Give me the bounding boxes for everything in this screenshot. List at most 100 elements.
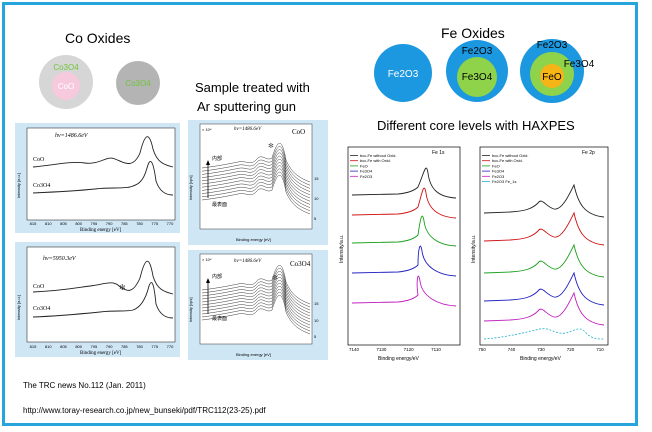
haxpes-spectrum [351, 187, 457, 219]
feo-core-3 [540, 64, 564, 88]
legend-label: FeO [492, 163, 500, 168]
series-label-co3o4: Co3O4 [33, 306, 50, 312]
haxpes-title: Different core levels with HAXPES [377, 118, 575, 133]
satellite-marker: ✻ [268, 142, 274, 150]
co-oxide-particles: Co3O4 CoO Co3O4 [39, 55, 160, 109]
series-label-co3o4: Co3O4 [33, 183, 50, 189]
scale-label: × 10⁴ [202, 127, 212, 132]
energy-label: hν=1486.6eV [55, 132, 89, 139]
legend-label: bcc-Fe with Oxid. [360, 158, 391, 163]
x-axis-label: Binding energy [eV] [236, 237, 271, 242]
depth-spectrum [201, 155, 311, 196]
depth-spectrum [201, 289, 311, 329]
depth-spectrum [201, 168, 311, 208]
legend-label: Fe3O4 [360, 169, 373, 174]
legend-label: Fe3O4 [492, 169, 505, 174]
x-tick-label: 7120 [404, 347, 415, 352]
y-axis-label: Intensity [cps] [188, 298, 193, 322]
haxpes-spectrum [483, 271, 605, 306]
fe3o4-label-3: Fe3O4 [564, 59, 595, 70]
x-tick-label: 790 [106, 344, 113, 349]
coo-core-label: CoO [58, 82, 74, 91]
fe2o3-label-1: Fe2O3 [388, 69, 419, 80]
x-tick-label: 730 [537, 347, 545, 352]
core-level-label: Fe 2p [582, 150, 595, 156]
energy-label: hν=1486.6eV [234, 259, 262, 264]
x-tick-label: 740 [508, 347, 516, 352]
depth-spectrum [201, 295, 311, 335]
x-tick-label: 780 [136, 344, 143, 349]
x-tick-label: 790 [106, 221, 113, 226]
x-axis-label: Binding energy [eV] [80, 228, 122, 233]
fe-2p-haxpes-plot: Fe 2p bcc-Fe without Oxid.bcc-Fe with Ox… [471, 146, 609, 362]
y-axis-label: Intensity [cps] [188, 176, 193, 200]
co-2p-spectrum-hard: hν=5950.3eV CoO Co3O4 ✻ Intensity [a.u.]… [15, 242, 180, 357]
haxpes-spectrum [483, 243, 605, 278]
y-axis-label: Intensity/a.u. [339, 235, 345, 263]
reference-url[interactable]: http://www.toray-research.co.jp/new_buns… [23, 406, 266, 415]
depth-top-label: 内部 [212, 273, 222, 280]
depth-spectrum [201, 146, 311, 186]
depth-spectrum [201, 283, 311, 323]
spectrum-co3o4 [32, 161, 174, 196]
spectrum-coo [32, 260, 174, 295]
feo-label-3: FeO [542, 72, 562, 83]
depth-arrow-head [206, 160, 210, 165]
haxpes-spectrum [483, 291, 605, 326]
legend-label: bcc-Fe without Oxid. [492, 153, 528, 158]
fe3o4-core-2 [457, 57, 497, 97]
x-tick-label: 810 [45, 344, 52, 349]
co3o4-particle-label: Co3O4 [125, 79, 151, 88]
depth-spectrum [201, 175, 311, 215]
haxpes-spectrum [483, 183, 605, 218]
x-axis-label: Binding energy [eV] [80, 351, 122, 356]
x-tick-label: 720 [567, 347, 575, 352]
x-tick-label: 805 [60, 344, 67, 349]
legend-label: bcc-Fe without Oxid. [360, 153, 396, 158]
svg-text:10: 10 [314, 196, 319, 201]
x-tick-label: 770 [167, 221, 174, 226]
depth-spectrum [201, 162, 311, 202]
y-axis-label: Intensity [a.u.] [16, 295, 21, 320]
depth-spectrum [201, 286, 311, 326]
y-axis-label: Intensity [a.u.] [16, 173, 21, 198]
haxpes-spectrum [483, 211, 605, 246]
fe2o3-particle [374, 44, 432, 102]
fe2o3-label-2: Fe2O3 [462, 46, 493, 57]
x-tick-label: 750 [478, 347, 486, 352]
haxpes-spectrum [351, 215, 457, 247]
energy-label: hν=1486.6eV [234, 127, 262, 132]
depth-arrow-head [206, 278, 210, 283]
svg-text:10: 10 [314, 318, 319, 323]
series-label-coo: CoO [33, 157, 45, 163]
depth-spectrum [201, 159, 311, 199]
fe-oxide-particles: Fe2O3 Fe2O3 Fe3O4 Fe2O3 Fe3O4 FeO [374, 39, 595, 103]
spectrum-co3o4 [32, 282, 174, 319]
fe3o4-label-2: Fe3O4 [462, 72, 493, 83]
legend-label: Fe2O3 [492, 174, 505, 179]
fe2o3-label-3: Fe2O3 [537, 40, 568, 51]
haxpes-spectrum [351, 275, 457, 307]
reference-source: The TRC news No.112 (Jan. 2011) [23, 381, 146, 390]
svg-text:15: 15 [314, 301, 319, 306]
x-tick-label: 775 [151, 344, 158, 349]
x-tick-label: 800 [75, 221, 82, 226]
depth-top-label: 内部 [212, 155, 222, 162]
sputter-title-line2: Ar sputtering gun [197, 99, 297, 114]
series-label-coo: CoO [33, 284, 45, 290]
satellite-marker: ✻ [272, 274, 278, 282]
spectrum-coo [32, 136, 174, 168]
core-level-label: Fe 1s [432, 150, 445, 156]
x-tick-label: 795 [91, 344, 98, 349]
co3o4-shell-label: Co3O4 [53, 63, 79, 72]
co3o4-depth-profile: × 10⁴ hν=1486.6eV Co3O4 内部 最表面 ✻ Intensi… [188, 250, 328, 360]
haxpes-spectrum [351, 245, 457, 277]
depth-spectrum [201, 268, 311, 308]
legend-label: bcc-Fe with Oxid. [492, 158, 523, 163]
x-tick-label: 7140 [349, 347, 360, 352]
x-tick-label: 795 [91, 221, 98, 226]
legend-label: Fe2O3 Fe_1s [492, 179, 516, 184]
fe-1s-haxpes-plot: Fe 1s bcc-Fe without Oxid.bcc-Fe with Ox… [339, 146, 461, 362]
depth-spectrum [201, 292, 311, 332]
depth-spectrum [201, 277, 311, 317]
